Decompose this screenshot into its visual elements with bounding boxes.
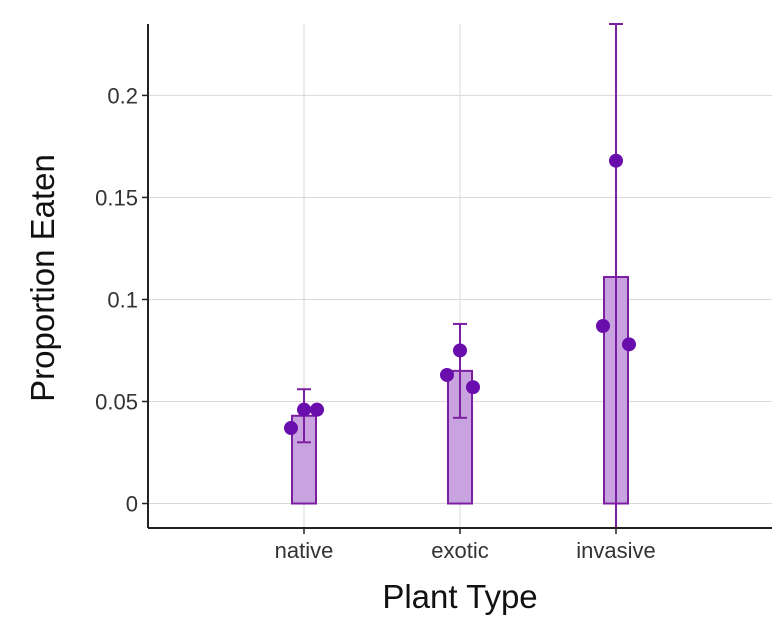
axes xyxy=(142,24,772,534)
x-tick-label: native xyxy=(275,538,334,563)
y-tick-label: 0.15 xyxy=(95,185,138,210)
data-points xyxy=(284,153,636,436)
x-tick-label: exotic xyxy=(431,538,488,563)
data-point xyxy=(440,367,454,382)
data-point xyxy=(622,337,636,352)
y-tick-label: 0.2 xyxy=(107,83,138,108)
y-tick-label: 0.05 xyxy=(95,389,138,414)
data-point xyxy=(310,402,324,417)
data-point xyxy=(609,153,623,168)
y-tick-label: 0.1 xyxy=(107,287,138,312)
tick-labels: 0 0.05 0.1 0.15 0.2 native exotic invasive xyxy=(95,83,656,563)
y-tick-label: 0 xyxy=(126,492,138,517)
x-axis-title: Plant Type xyxy=(382,578,537,615)
data-point xyxy=(297,402,311,417)
data-point xyxy=(596,318,610,333)
grid xyxy=(148,24,772,528)
data-point xyxy=(466,380,480,395)
data-point xyxy=(284,421,298,436)
x-tick-label: invasive xyxy=(576,538,655,563)
y-axis-title: Proportion Eaten xyxy=(24,154,61,402)
data-point xyxy=(453,343,467,358)
